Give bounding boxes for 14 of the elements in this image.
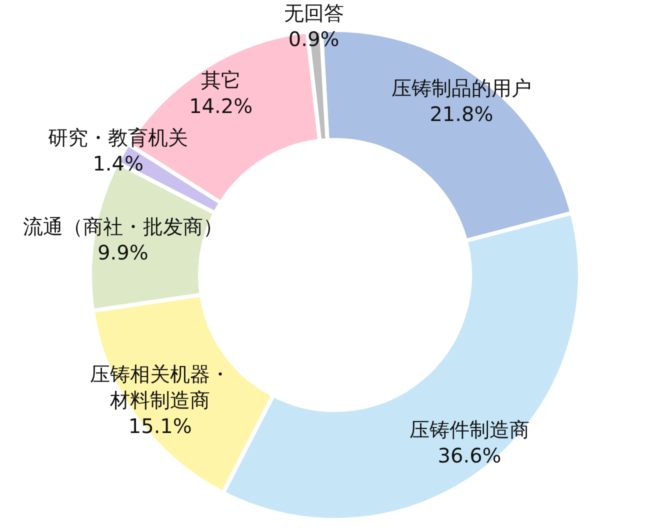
slice-label: 研究・教育机关 bbox=[48, 126, 188, 150]
data-label: 9.9% bbox=[98, 240, 148, 265]
slice-label: 其它 bbox=[200, 68, 241, 92]
data-label: 14.2% bbox=[189, 94, 253, 118]
data-label: 21.8% bbox=[430, 102, 494, 126]
data-label: 0.9% bbox=[288, 26, 340, 51]
data-label: 1.4% bbox=[92, 152, 144, 176]
slice-label: 压铸相关机器・材料制造商 bbox=[90, 362, 230, 412]
data-label: 15.1% bbox=[128, 414, 192, 438]
slice-label: 压铸制品的用户 bbox=[391, 76, 532, 100]
data-label: 36.6% bbox=[438, 444, 502, 468]
slice-label: 无回答 bbox=[284, 0, 344, 25]
slice-label: 压铸件制造商 bbox=[410, 418, 530, 442]
slice-label: 流通（商社・批发商） bbox=[22, 214, 223, 239]
